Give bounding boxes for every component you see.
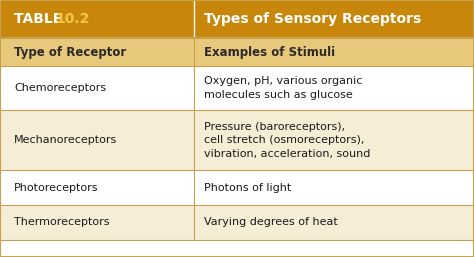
Text: Thermoreceptors: Thermoreceptors [14, 217, 109, 227]
Text: TABLE: TABLE [14, 12, 67, 26]
FancyBboxPatch shape [0, 0, 474, 38]
Text: 10.2: 10.2 [56, 12, 91, 26]
Text: Type of Receptor: Type of Receptor [14, 46, 127, 59]
FancyBboxPatch shape [0, 110, 474, 170]
Text: Mechanoreceptors: Mechanoreceptors [14, 135, 118, 145]
Text: Photoreceptors: Photoreceptors [14, 183, 99, 193]
Text: Types of Sensory Receptors: Types of Sensory Receptors [204, 12, 421, 26]
Text: Chemoreceptors: Chemoreceptors [14, 83, 106, 93]
Text: Photons of light: Photons of light [204, 183, 291, 193]
FancyBboxPatch shape [0, 170, 474, 205]
FancyBboxPatch shape [0, 66, 474, 110]
Text: Pressure (baroreceptors),
cell stretch (osmoreceptors),
vibration, acceleration,: Pressure (baroreceptors), cell stretch (… [204, 122, 370, 159]
Text: Examples of Stimuli: Examples of Stimuli [204, 46, 335, 59]
Text: Oxygen, pH, various organic
molecules such as glucose: Oxygen, pH, various organic molecules su… [204, 76, 362, 100]
Text: Varying degrees of heat: Varying degrees of heat [204, 217, 337, 227]
FancyBboxPatch shape [0, 205, 474, 240]
FancyBboxPatch shape [0, 38, 474, 66]
